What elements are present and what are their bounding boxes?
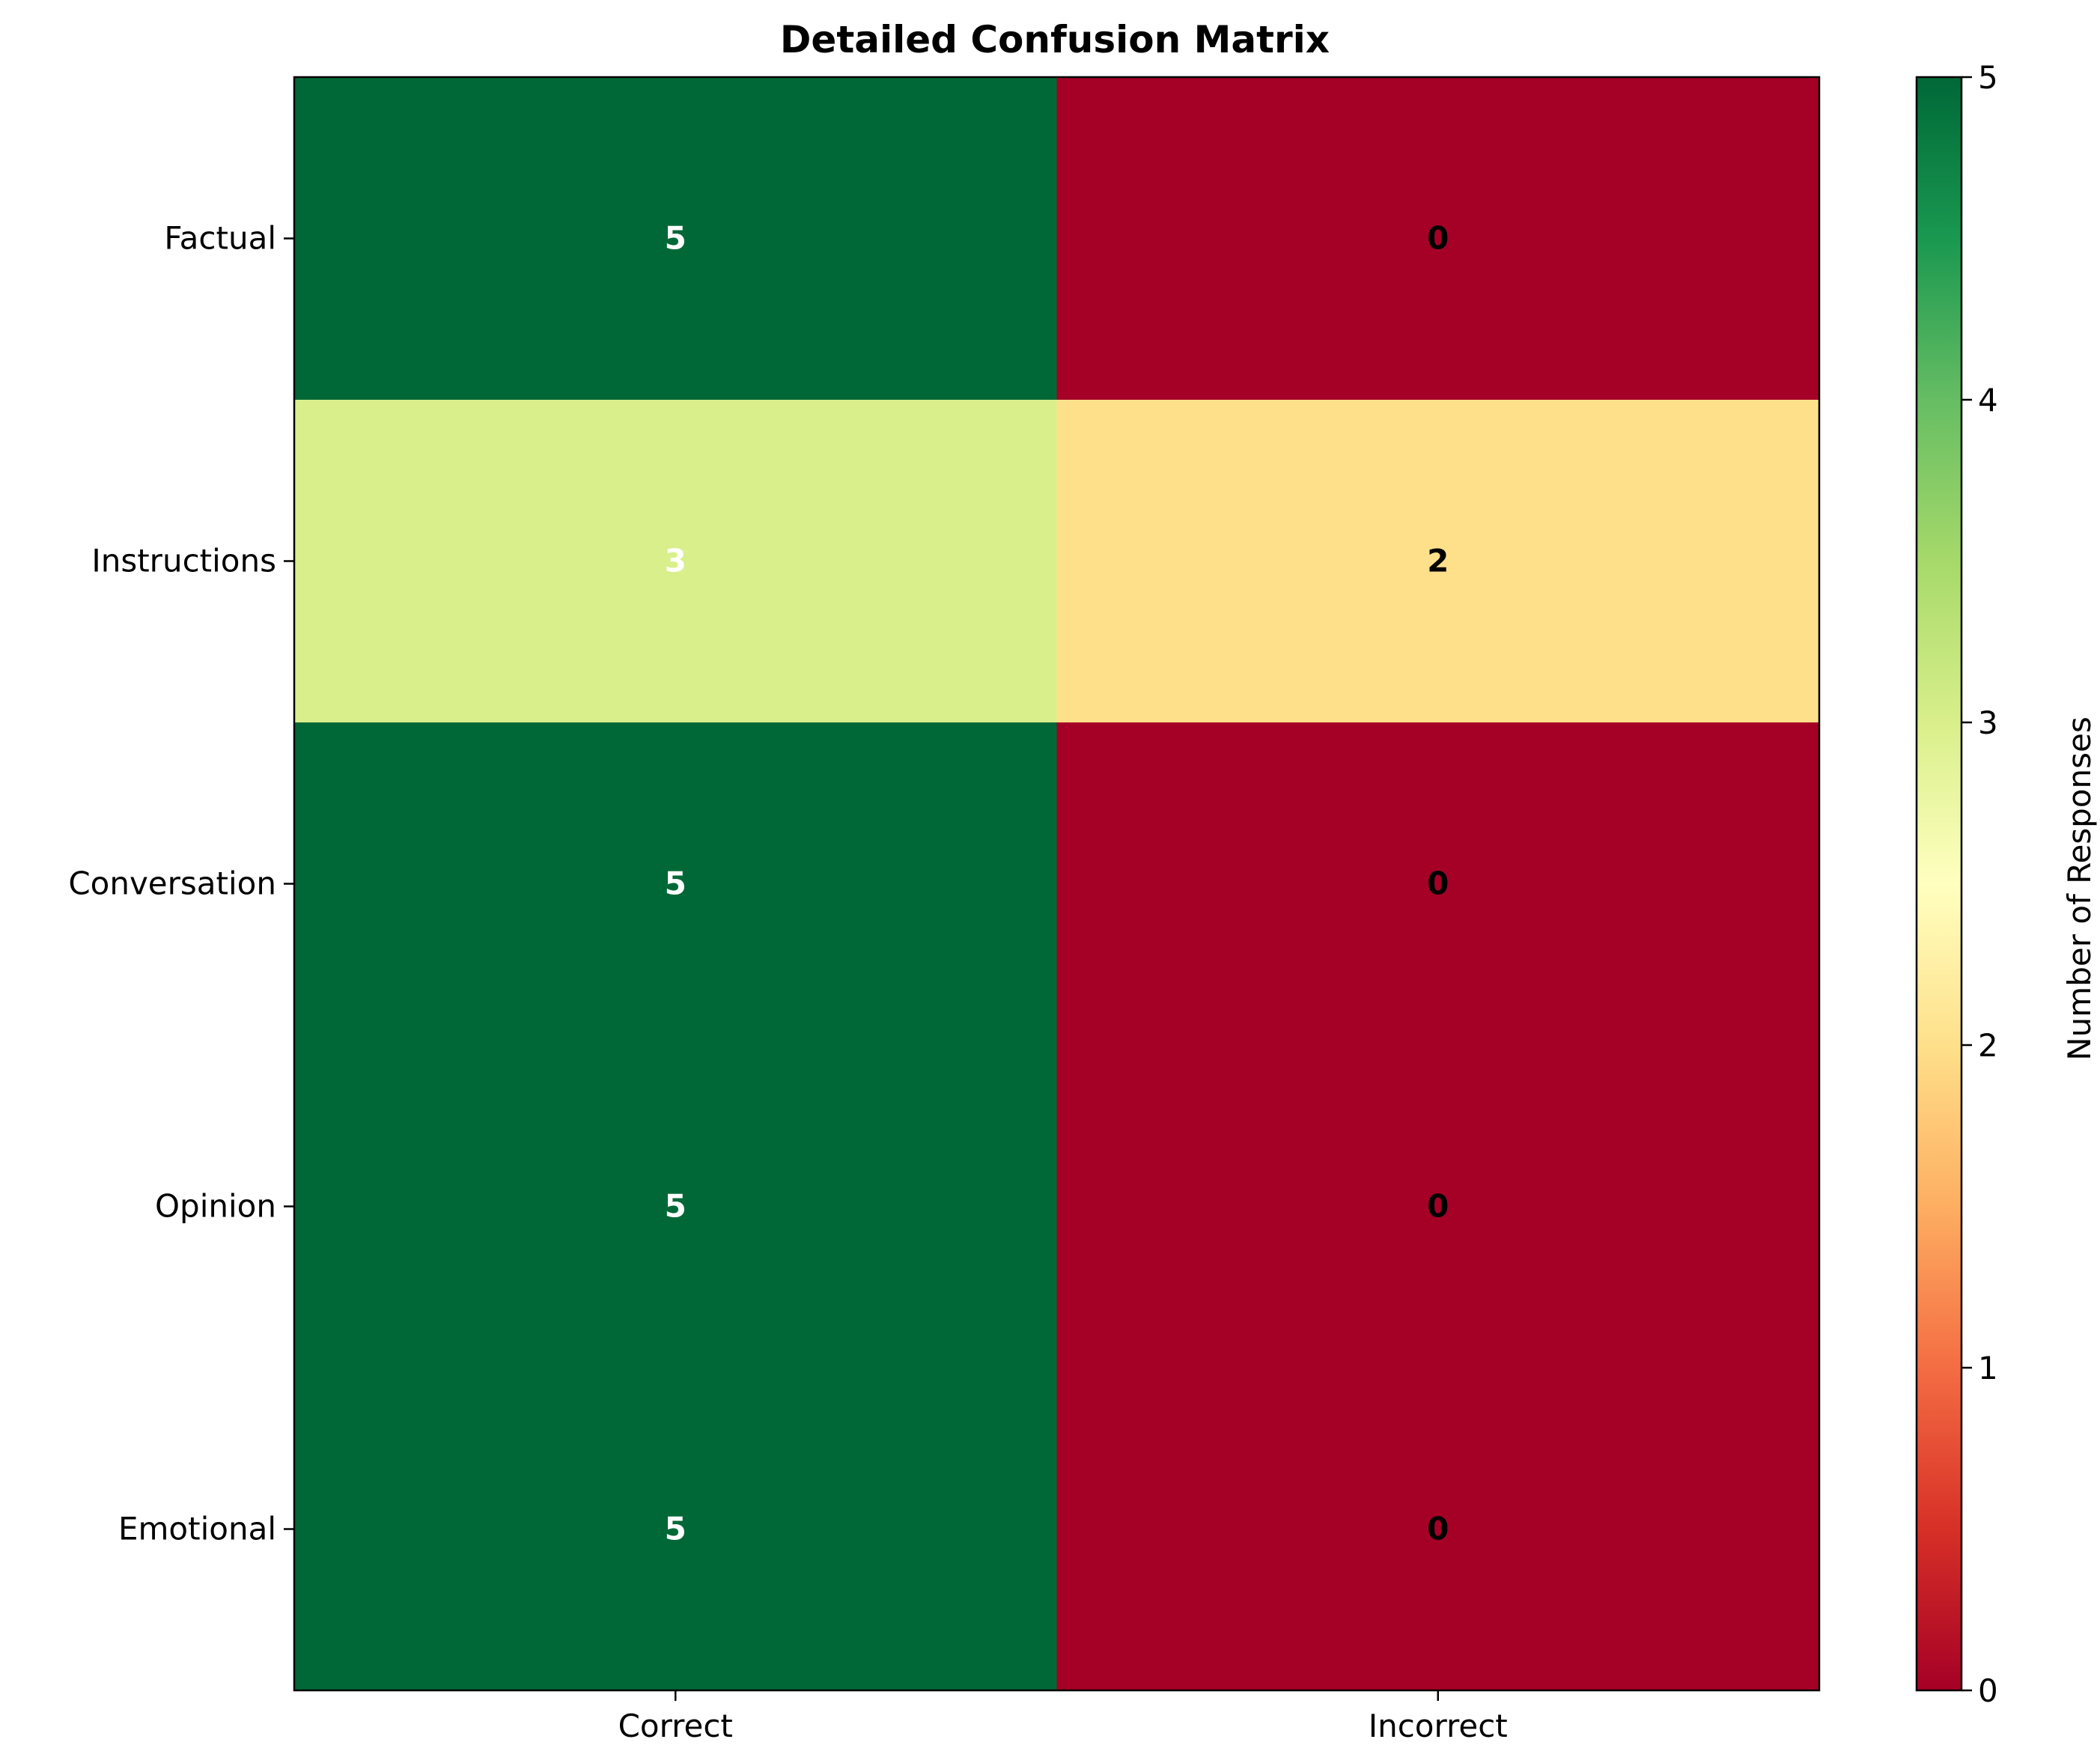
heatmap-cell [1056, 1045, 1820, 1368]
y-tick-label: Conversation [68, 865, 276, 902]
y-tick-label: Factual [164, 220, 276, 257]
cell-value-label: 5 [665, 1511, 687, 1547]
colorbar-tick-label: 3 [1978, 704, 1998, 741]
colorbar-tick-label: 4 [1978, 382, 1998, 418]
cell-value-label: 5 [665, 220, 687, 257]
y-tick-label: Opinion [155, 1188, 276, 1225]
cell-value-label: 0 [1427, 1511, 1449, 1547]
heatmap-cell [294, 1368, 1057, 1691]
colorbar-tick-label: 1 [1978, 1350, 1998, 1386]
heatmap-plot: 5 0 3 2 5 0 5 0 5 0 Factual Instructions Conversatio… [68, 76, 1821, 1744]
colorbar-tick-label: 5 [1978, 59, 1998, 96]
x-tick-label: Correct [618, 1708, 733, 1744]
colorbar-tick-label: 0 [1978, 1672, 1998, 1709]
colorbar-gradient [1917, 77, 1961, 1690]
heatmap-cell [1056, 722, 1820, 1046]
cell-value-label: 0 [1427, 1188, 1449, 1225]
heatmap-cell [294, 1045, 1057, 1368]
heatmap-cell [294, 722, 1057, 1046]
colorbar-tick-label: 2 [1978, 1027, 1998, 1064]
colorbar-label: Number of Responses [2061, 716, 2098, 1061]
heatmap-cell [1056, 77, 1820, 401]
heatmap-cell [1056, 400, 1820, 723]
cell-value-label: 3 [665, 543, 687, 579]
cell-value-label: 2 [1427, 543, 1449, 579]
heatmap-cell [1056, 1368, 1820, 1691]
cell-value-label: 0 [1427, 220, 1449, 257]
cell-value-label: 5 [665, 1188, 687, 1225]
chart-title: Detailed Confusion Matrix [780, 18, 1330, 61]
heatmap-cell [294, 400, 1057, 723]
y-tick-label: Emotional [118, 1511, 276, 1547]
colorbar-frame [1915, 76, 1963, 1692]
heatmap-cell [294, 77, 1057, 401]
cell-value-label: 0 [1427, 865, 1449, 902]
colorbar: 0 1 2 3 4 5 [1915, 59, 1998, 1709]
x-tick-label: Incorrect [1369, 1708, 1508, 1744]
cell-value-label: 5 [665, 865, 687, 902]
y-tick-label: Instructions [91, 543, 276, 579]
